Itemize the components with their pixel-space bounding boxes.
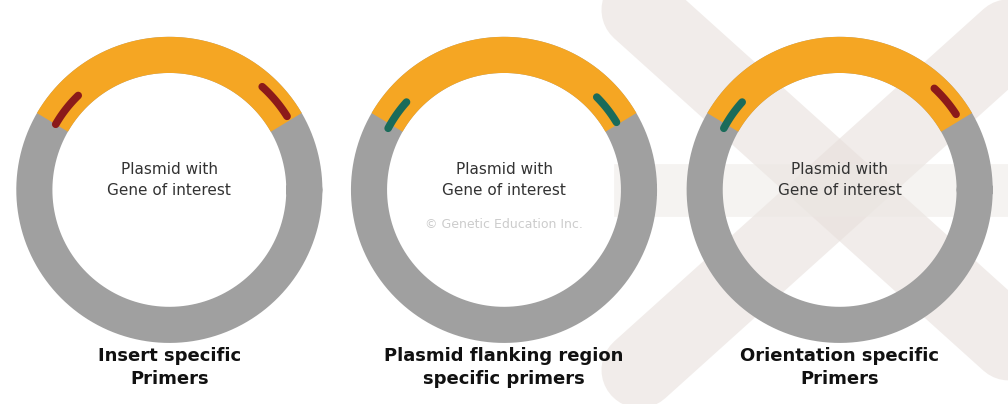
Text: Plasmid with
Gene of interest: Plasmid with Gene of interest — [778, 162, 901, 198]
Text: Plasmid with
Gene of interest: Plasmid with Gene of interest — [443, 162, 565, 198]
Text: Insert specific
Primers: Insert specific Primers — [98, 347, 241, 388]
Text: © Genetic Education Inc.: © Genetic Education Inc. — [425, 219, 583, 231]
Text: Plasmid flanking region
specific primers: Plasmid flanking region specific primers — [384, 347, 624, 388]
Text: Plasmid with
Gene of interest: Plasmid with Gene of interest — [108, 162, 231, 198]
Text: Orientation specific
Primers: Orientation specific Primers — [740, 347, 939, 388]
